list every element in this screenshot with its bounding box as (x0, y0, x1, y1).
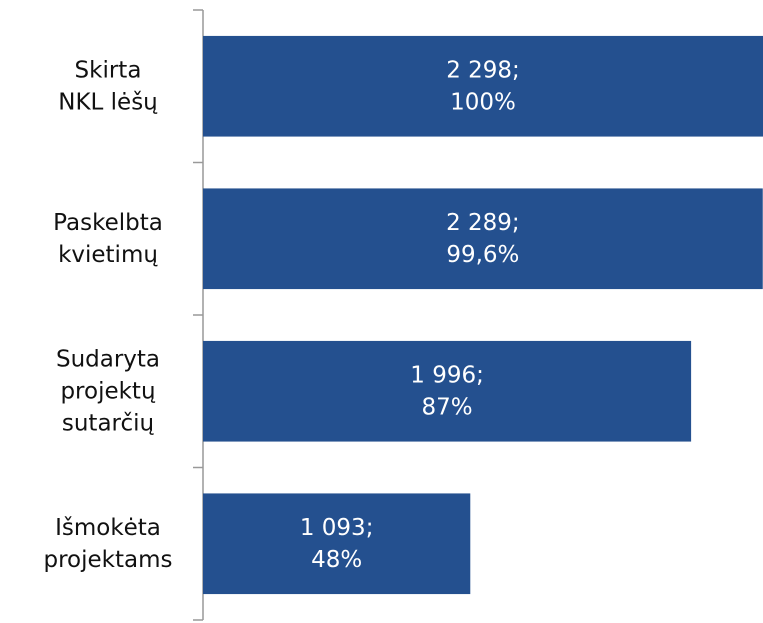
y-tick-label: Paskelbta kvietimų (53, 209, 163, 267)
y-tick-label: Skirta NKL lėšų (58, 57, 158, 115)
bar (203, 35, 763, 137)
data-label: 2 289; 99,6% (446, 209, 520, 267)
y-tick-label: Sudaryta projektų sutarčių (56, 346, 160, 436)
bars (203, 35, 763, 595)
data-label: 2 298; 100% (446, 57, 520, 115)
y-tick-label: Išmokėta projektams (44, 514, 173, 572)
data-label: 1 996; 87% (410, 362, 484, 420)
data-label: 1 093; 48% (300, 514, 374, 572)
bar (203, 493, 471, 595)
bar (203, 340, 692, 442)
bar (203, 188, 763, 290)
